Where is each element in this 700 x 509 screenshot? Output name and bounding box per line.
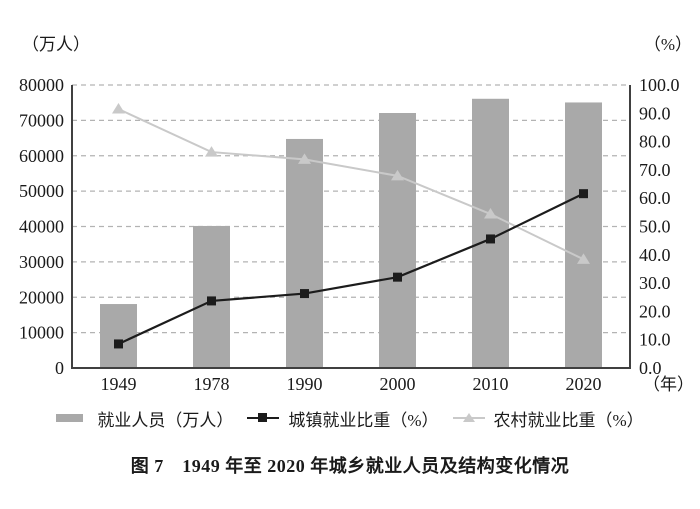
chart-legend: 就业人员（万人） 城镇就业比重（%） 农村就业比重（%）	[0, 404, 700, 432]
y-tick-left: 30000	[19, 252, 64, 272]
y-tick-left: 10000	[19, 323, 64, 343]
bar-1949	[100, 304, 137, 368]
y-tick-left: 70000	[19, 110, 64, 130]
x-tick-label: 2000	[380, 374, 416, 394]
y-tick-right: 0.0	[639, 358, 662, 378]
x-tick-label: 2020	[566, 374, 602, 394]
bar-swatch-icon	[56, 411, 88, 425]
x-tick-label: 1978	[194, 374, 230, 394]
rural-marker-1990	[298, 153, 311, 164]
x-tick-label: 1990	[287, 374, 323, 394]
left-axis-unit-label: （万人）	[22, 35, 90, 54]
bar-1990	[286, 138, 323, 368]
rural-marker-2010	[484, 208, 497, 219]
rural-marker-2020	[577, 253, 590, 264]
y-tick-left: 0	[55, 358, 64, 378]
rural-share-line	[118, 108, 584, 261]
y-tick-right: 90.0	[639, 103, 671, 123]
legend-item-employment: 就业人员（万人）	[56, 406, 233, 431]
y-tick-right: 30.0	[639, 273, 671, 293]
legend-label-employment: 就业人员（万人）	[97, 410, 234, 430]
urban-marker-1990	[300, 289, 309, 299]
y-tick-left: 80000	[19, 75, 64, 95]
urban-marker-1949	[114, 339, 123, 349]
legend-label-rural-share: 农村就业比重（%）	[493, 410, 644, 430]
y-tick-right: 10.0	[639, 330, 671, 350]
rural-marker-1978	[205, 146, 218, 157]
rural-marker-2000	[391, 169, 404, 181]
y-tick-right: 20.0	[639, 301, 671, 321]
x-tick-label: 1949	[101, 374, 137, 394]
y-tick-right: 50.0	[639, 217, 671, 237]
y-tick-left: 50000	[19, 181, 64, 201]
y-tick-left: 40000	[19, 217, 64, 237]
triangle-line-icon	[452, 411, 485, 425]
rural-marker-1949	[112, 103, 125, 114]
x-axis-unit-label: （年）	[643, 375, 694, 394]
y-tick-right: 80.0	[639, 132, 671, 152]
legend-item-rural-share: 农村就业比重（%）	[452, 406, 644, 431]
legend-label-urban-share: 城镇就业比重（%）	[288, 410, 439, 430]
y-tick-left: 60000	[19, 146, 64, 166]
legend-item-urban-share: 城镇就业比重（%）	[247, 406, 439, 431]
right-axis-unit-label: （%）	[644, 35, 692, 54]
bar-2000	[379, 112, 416, 368]
bar-2020	[565, 102, 602, 369]
y-tick-right: 60.0	[639, 188, 671, 208]
urban-share-line	[118, 192, 584, 345]
y-tick-right: 100.0	[639, 75, 680, 95]
urban-marker-2010	[486, 234, 495, 244]
combo-chart: 0 10000 20000 30000 40000 50000 60000 70000 8000…	[19, 35, 694, 394]
figure-caption: 图 7 1949 年至 2020 年城乡就业人员及结构变化情况	[130, 456, 570, 476]
y-tick-left: 20000	[19, 287, 64, 307]
urban-marker-2000	[393, 272, 402, 282]
square-line-icon	[247, 411, 280, 425]
urban-marker-2020	[579, 189, 588, 199]
y-tick-right: 40.0	[639, 245, 671, 265]
y-tick-right: 70.0	[639, 160, 671, 180]
x-tick-label: 2010	[473, 374, 509, 394]
urban-marker-1978	[207, 296, 216, 306]
